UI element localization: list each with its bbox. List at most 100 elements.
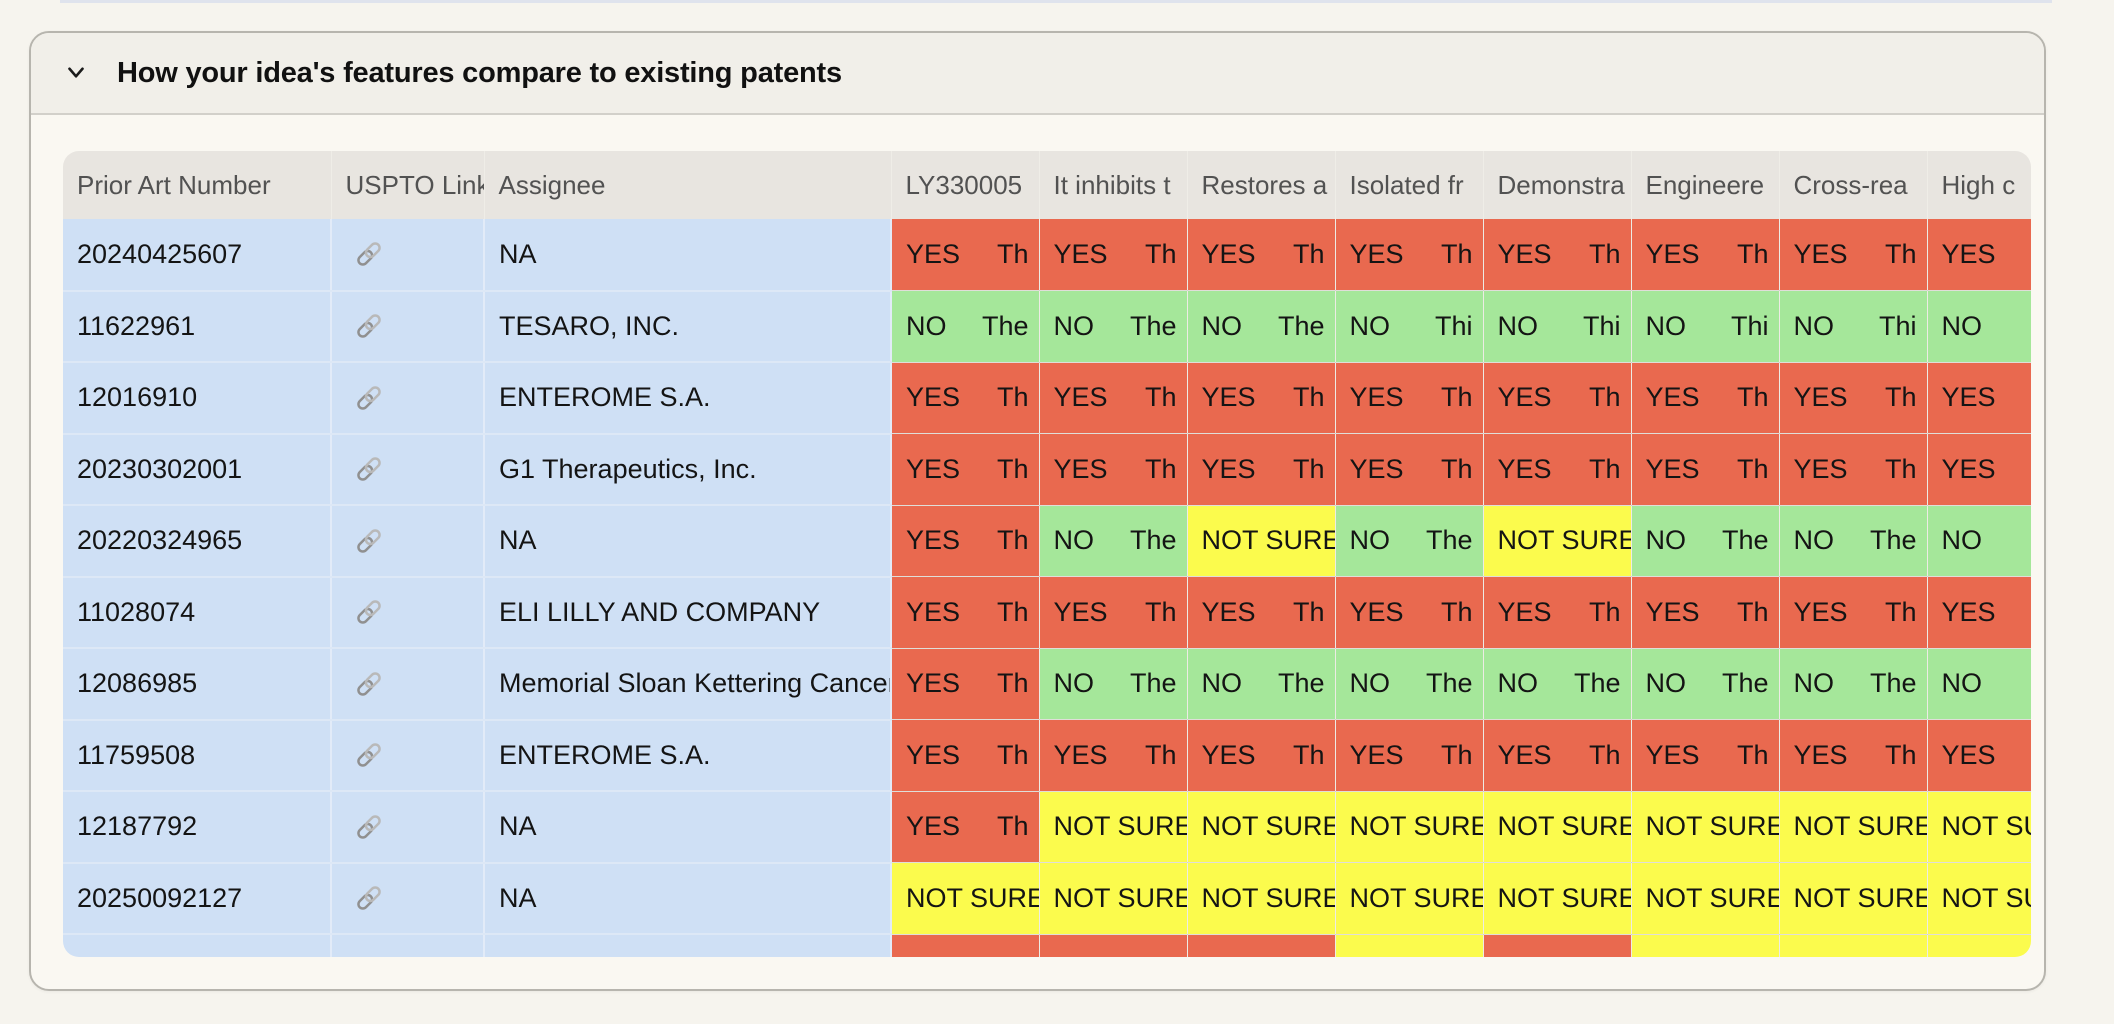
uspto-link-cell[interactable] — [331, 362, 485, 435]
feature-cell: YES Th — [1187, 576, 1336, 649]
feature-cell: NOT SURE — [1335, 791, 1484, 863]
feature-value: NO — [1349, 310, 1391, 341]
chain-link-icon[interactable] — [354, 740, 482, 770]
assignee-cell: NA — [484, 505, 892, 578]
feature-value: YES — [1201, 596, 1256, 627]
uspto-link-cell[interactable] — [331, 719, 485, 792]
rationale-snippet: The — [1129, 310, 1177, 341]
feature-value: YES — [1941, 382, 1996, 413]
feature-cell: NO The — [891, 290, 1040, 363]
column-header-f4[interactable]: Isolated fr — [1335, 151, 1484, 219]
column-header-prior_art_number[interactable]: Prior Art Number — [63, 151, 332, 219]
chain-link-icon[interactable] — [354, 812, 482, 842]
assignee-cell: NA — [484, 862, 892, 935]
collapse-panel-button[interactable] — [61, 58, 91, 88]
feature-cell: YES Th — [1039, 362, 1188, 434]
uspto-link-cell[interactable] — [331, 433, 485, 506]
feature-cell: YES Th — [1187, 934, 1336, 957]
feature-value: NOT SURE — [1497, 525, 1631, 556]
feature-value: NO — [906, 310, 947, 341]
chain-link-icon[interactable] — [354, 669, 482, 699]
rationale-snippet: Th — [996, 525, 1029, 556]
chain-link-icon[interactable] — [354, 883, 482, 913]
feature-cell: YES Th — [1779, 719, 1928, 792]
chain-link-icon[interactable] — [354, 955, 482, 957]
uspto-link-cell[interactable] — [331, 505, 485, 578]
rationale-snippet: Th — [996, 596, 1029, 627]
column-header-f3[interactable]: Restores a — [1187, 151, 1336, 219]
uspto-link-cell[interactable] — [331, 648, 485, 721]
chain-link-icon[interactable] — [354, 239, 482, 269]
uspto-link-cell[interactable] — [331, 934, 485, 957]
feature-value: YES — [1941, 239, 1996, 269]
feature-value: YES — [1793, 382, 1848, 413]
column-header-f6[interactable]: Engineere — [1631, 151, 1780, 219]
feature-value: NO — [1201, 668, 1243, 699]
chain-link-icon[interactable] — [354, 311, 482, 341]
table-row: 20250092127 NA NOT SURE NOT SURE NOT SURE NOT… — [63, 862, 2031, 935]
rationale-snippet: Th — [996, 811, 1029, 842]
uspto-link-cell[interactable] — [331, 576, 485, 649]
feature-cell: NOT SURE — [1631, 791, 1780, 863]
column-header-f7[interactable]: Cross-rea — [1779, 151, 1928, 219]
feature-cell: NOT SURE — [1779, 862, 1928, 935]
feature-value: NO — [1793, 525, 1835, 556]
chain-link-icon[interactable] — [354, 383, 482, 413]
rationale-snippet: Th — [1884, 596, 1917, 627]
feature-cell: NO The — [1039, 505, 1188, 577]
rationale-snippet: Th — [1588, 453, 1621, 484]
feature-cell: YES Th — [1335, 219, 1484, 291]
chain-link-icon[interactable] — [354, 454, 482, 484]
feature-cell: YES Th — [1335, 576, 1484, 649]
feature-cell: YES Th — [1039, 433, 1188, 506]
table-row: 11759508 ENTEROME S.A. YES Th YES Th YES Th YES T… — [63, 719, 2031, 792]
column-header-f2[interactable]: It inhibits t — [1039, 151, 1188, 219]
rationale-snippet: Th — [1144, 382, 1177, 413]
column-header-f5[interactable]: Demonstra — [1483, 151, 1632, 219]
feature-cell: NOT SURE — [1483, 505, 1632, 577]
feature-cell: YES Th — [1187, 362, 1336, 434]
feature-value: NOT SURE — [1645, 811, 1779, 842]
feature-value: NO — [1349, 668, 1391, 699]
feature-cell: YES — [1927, 433, 2031, 506]
feature-value: NO — [1793, 310, 1835, 341]
uspto-link-cell[interactable] — [331, 290, 485, 363]
table-row: 20240425607 NA YES Th YES Th YES Th YES Th YES Th YE… — [63, 219, 2031, 292]
column-header-assignee[interactable]: Assignee — [484, 151, 892, 219]
feature-cell: NOT SURE — [891, 862, 1040, 935]
feature-cell: NOT SURE — [1039, 791, 1188, 863]
feature-value: YES — [1645, 596, 1700, 627]
chevron-down-icon — [63, 59, 89, 88]
feature-value: NOT SURE — [1053, 811, 1187, 842]
feature-value: NOT SURE — [1497, 882, 1631, 913]
feature-cell: YES Th — [891, 648, 1040, 720]
uspto-link-cell[interactable] — [331, 862, 485, 935]
feature-value: YES — [906, 954, 960, 957]
column-header-uspto_link[interactable]: USPTO Link — [331, 151, 485, 219]
feature-value: NOT SURE — [906, 882, 1039, 913]
column-header-f8[interactable]: High c — [1927, 151, 2031, 219]
uspto-link-cell[interactable] — [331, 219, 485, 292]
table-header-row: Prior Art Number USPTO Link Assignee LY3300… — [63, 151, 2031, 219]
feature-value: YES — [1941, 453, 1996, 484]
feature-value: NO — [1349, 525, 1391, 556]
feature-value: YES — [1941, 739, 1996, 770]
rationale-snippet: Th — [996, 739, 1029, 770]
feature-value: YES — [1793, 239, 1848, 269]
rationale-snippet: Th — [996, 239, 1029, 269]
feature-value: NOT SURE — [1942, 954, 2031, 957]
prior-art-number-cell: 11622961 — [63, 290, 332, 363]
feature-cell: YES Th — [1039, 934, 1188, 957]
uspto-link-cell[interactable] — [331, 791, 485, 864]
chain-link-icon[interactable] — [354, 597, 482, 627]
feature-value: YES — [1645, 382, 1700, 413]
feature-value: NOT SURE — [1793, 811, 1927, 842]
feature-value: NOT SURE — [1201, 525, 1335, 556]
feature-value: YES — [1054, 954, 1108, 957]
feature-cell: NOT SURE — [1631, 934, 1780, 957]
column-header-f1[interactable]: LY330005 — [891, 151, 1040, 219]
chain-link-icon[interactable] — [354, 526, 482, 556]
feature-value: YES — [1793, 739, 1848, 770]
feature-value: YES — [906, 739, 961, 770]
table-row: 20220324965 NA YES Th NO The NOT SURE NO The NOT … — [63, 505, 2031, 578]
